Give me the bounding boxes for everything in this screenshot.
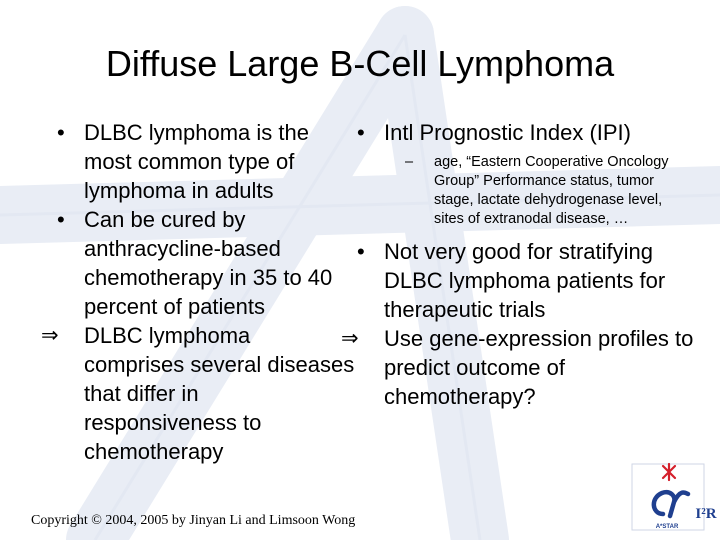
right-bullet-ipi-text: Intl Prognostic Index (IPI): [384, 120, 631, 145]
dash-marker: –: [405, 154, 414, 170]
logo-text: I²R: [695, 506, 716, 522]
right-column: • Intl Prognostic Index (IPI) – age, “Ea…: [341, 118, 695, 411]
left-column: • DLBC lymphoma is the most common type …: [41, 118, 355, 466]
right-implication-text: Use gene-expression profiles to predict …: [384, 326, 694, 409]
right-bullet-not-good: • Not very good for stratifying DLBC lym…: [355, 237, 695, 324]
right-bullet-not-good-text: Not very good for stratifying DLBC lymph…: [384, 239, 666, 322]
right-implication: ⇒ Use gene-expression profiles to predic…: [341, 324, 695, 411]
left-bullet-1-text: DLBC lymphoma is the most common type of…: [84, 120, 309, 203]
copyright-footer: Copyright © 2004, 2005 by Jinyan Li and …: [31, 513, 356, 528]
bullet-marker: •: [357, 120, 365, 145]
left-bullet-2-text: Can be cured by anthracycline-based chem…: [84, 207, 333, 319]
left-bullet-2: • Can be cured by anthracycline-based ch…: [55, 205, 355, 321]
bullet-marker: •: [57, 120, 65, 145]
right-bullet-ipi: • Intl Prognostic Index (IPI): [355, 118, 695, 147]
left-implication: ⇒ DLBC lymphoma comprises several diseas…: [41, 321, 355, 466]
logo-subtext: A*STAR: [656, 524, 679, 530]
slide-title: Diffuse Large B-Cell Lymphoma: [105, 43, 615, 84]
left-bullet-1: • DLBC lymphoma is the most common type …: [55, 118, 355, 205]
left-implication-text: DLBC lymphoma comprises several diseases…: [84, 323, 355, 464]
implies-arrow-marker: ⇒: [41, 323, 59, 347]
ipi-sub-bullet-text: age, “Eastern Cooperative Oncology Group…: [434, 154, 669, 227]
ipi-sub-bullet: – age, “Eastern Cooperative Oncology Gro…: [355, 153, 695, 229]
bullet-marker: •: [57, 207, 65, 232]
implies-arrow-marker: ⇒: [341, 326, 359, 350]
i2r-astar-logo: A*STAR I²R: [631, 462, 717, 531]
bullet-marker: •: [357, 239, 365, 264]
